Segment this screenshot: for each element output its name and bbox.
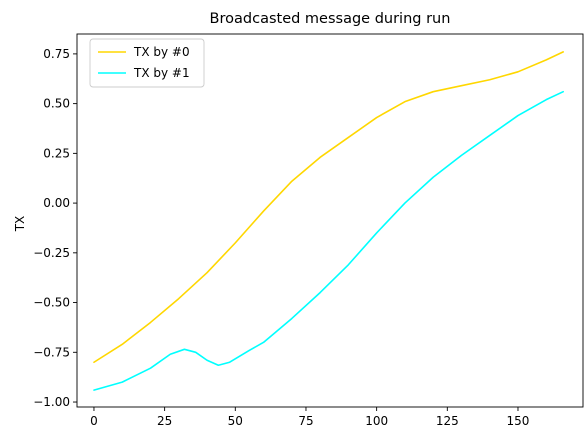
series-line-1 (93, 90, 565, 391)
y-tick-label: 0.50 (43, 97, 70, 111)
x-tick-label: 0 (90, 414, 98, 428)
y-tick-label: 0.25 (43, 146, 70, 160)
y-axis-label: TX (13, 216, 27, 233)
x-tick-label: 125 (436, 414, 459, 428)
x-tick-label: 25 (157, 414, 172, 428)
y-tick-label: −1.00 (33, 395, 70, 409)
plot-frame (76, 33, 584, 408)
series-line-0 (93, 51, 565, 364)
y-tick-label: −0.50 (33, 296, 70, 310)
x-tick-label: 100 (365, 414, 388, 428)
legend-box (89, 38, 205, 88)
x-tick-label: 75 (298, 414, 313, 428)
axes: 0 25 50 75 100 125 150 −1.00 −0.75 −0.50 −0.25 0.00… (33, 33, 584, 428)
y-tick-label: 0.75 (43, 47, 70, 61)
plot-area (93, 51, 565, 391)
legend-label-1: TX by #1 (133, 66, 190, 80)
y-tick-label: −0.25 (33, 246, 70, 260)
x-tick-label: 150 (507, 414, 530, 428)
legend-label-0: TX by #0 (133, 45, 190, 59)
x-tick-label: 50 (228, 414, 243, 428)
y-tick-label: 0.00 (43, 196, 70, 210)
legend: TX by #0 TX by #1 (89, 38, 205, 88)
chart-title: Broadcasted message during run (210, 11, 451, 27)
y-tick-label: −0.75 (33, 345, 70, 359)
